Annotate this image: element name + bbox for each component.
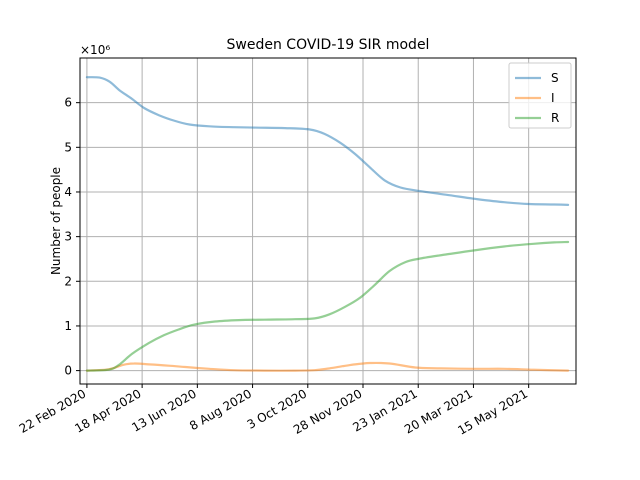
legend-label-S: S [551,71,559,85]
series-line-S [85,76,570,206]
y-tick-label: 6 [64,96,72,110]
y-tick-label: 3 [64,230,72,244]
y-tick-label: 1 [64,319,72,333]
chart-title: Sweden COVID-19 SIR model [227,37,430,53]
grid-lines [80,58,576,384]
y-tick-label: 5 [64,140,72,154]
y-tick-label: 0 [64,364,72,378]
series-line-R [85,240,570,372]
y-axis-multiplier: ×10⁶ [80,43,110,57]
y-tick-label: 2 [64,274,72,288]
plot-frame [79,57,577,385]
series-lines [85,76,570,372]
legend-label-R: R [551,111,559,125]
y-axis-label: Number of people [49,167,63,275]
y-tick-label: 4 [64,185,72,199]
legend-label-I: I [551,91,555,105]
series-line-I [85,361,570,372]
legend: SIR [508,62,572,129]
legend-box [508,62,572,129]
x-tick-label: 8 Aug 2020 [187,386,254,433]
y-axis-ticks: 0 1 2 3 4 5 6 [64,96,80,378]
